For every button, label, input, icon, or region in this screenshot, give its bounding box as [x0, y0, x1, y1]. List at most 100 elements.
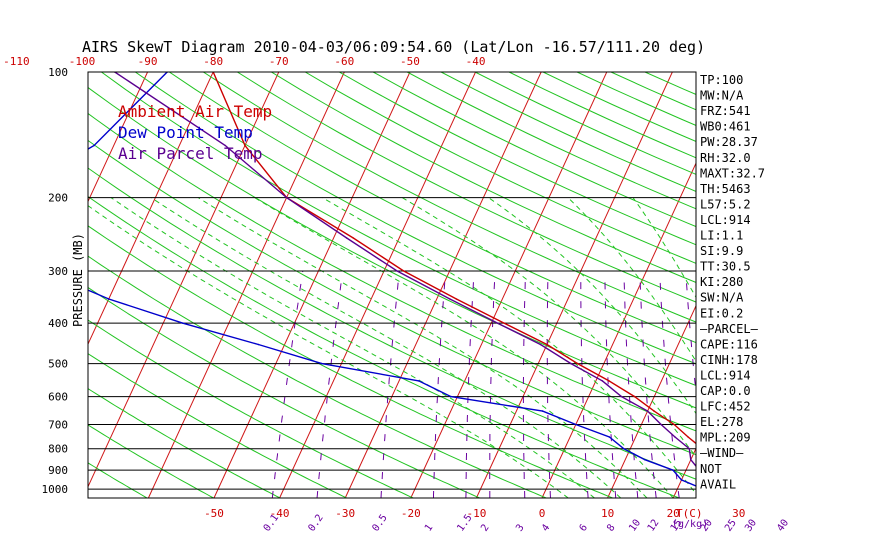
bottom-temp-tick-label: 0: [539, 507, 546, 520]
mixing-ratio-unit: (g/kg): [672, 519, 708, 530]
series-point: [570, 362, 572, 365]
dry-adiabat-line: [88, 462, 148, 498]
series-point: [673, 423, 675, 426]
stat-entry: PW:28.37: [700, 135, 758, 149]
isotherm-line: [279, 72, 477, 498]
bottom-temp-tick-label: -20: [401, 507, 421, 520]
pressure-tick-label: 200: [48, 192, 68, 205]
series-point: [688, 447, 691, 450]
dry-adiabat-line: [406, 72, 696, 210]
series-point: [224, 144, 227, 147]
top-temp-tick-label: -80: [203, 55, 223, 68]
series-point: [541, 410, 544, 412]
stat-entry: LCL:914: [700, 213, 751, 227]
series-point: [418, 380, 420, 382]
moist-adiabat-line: [197, 197, 648, 498]
stat-entry: AVAIL: [700, 477, 736, 491]
dry-adiabat-line: [169, 72, 696, 344]
dry-adiabat-line: [338, 72, 696, 246]
dry-adiabat-line: [304, 72, 696, 264]
stat-entry: TT:30.5: [700, 260, 751, 274]
series-point: [633, 395, 636, 398]
dry-adiabat-line: [88, 353, 347, 498]
bottom-temp-tick-label: -30: [335, 507, 355, 520]
pressure-tick-label: 900: [48, 464, 68, 477]
y-axis-label: PRESSURE (MB): [71, 233, 85, 327]
series-point: [497, 322, 499, 325]
series-point: [503, 322, 506, 325]
isotherm-line: [475, 72, 673, 498]
stat-entry: TH:5463: [700, 182, 751, 196]
series-point: [653, 410, 655, 412]
bottom-temp-tick-label: 20: [667, 507, 680, 520]
mixing-ratio-line: [623, 270, 639, 498]
bottom-temp-tick-label: 30: [732, 507, 745, 520]
dry-adiabat-line: [203, 72, 696, 323]
series-point: [42, 270, 44, 272]
series-point: [449, 298, 451, 300]
series-point: [402, 270, 405, 272]
stat-entry: NOT: [700, 462, 722, 476]
stat-entry: LI:1.1: [700, 229, 743, 243]
mixing-ratio-label: 6: [578, 522, 590, 533]
mixing-ratio-line: [580, 271, 589, 498]
series-line-ambient-air-temp: [212, 72, 696, 445]
stat-entry: LFC:452: [700, 400, 751, 414]
dry-adiabat-line: [0, 72, 81, 498]
pressure-tick-label: 500: [48, 358, 68, 371]
series-point: [345, 237, 348, 239]
isotherm-line: [88, 72, 149, 203]
stat-entry: RH:32.0: [700, 151, 751, 165]
isotherm-line: [88, 72, 214, 346]
stat-entry: MAXT:32.7: [700, 166, 765, 180]
mixing-ratio-label: 2: [479, 522, 491, 533]
series-point: [601, 380, 604, 382]
mixing-ratio-line: [751, 271, 786, 498]
stat-entry: EI:0.2: [700, 306, 743, 320]
dry-adiabat-line: [88, 225, 613, 498]
mixing-ratio-line: [546, 270, 551, 498]
bottom-temp-tick-label: -40: [270, 507, 290, 520]
dry-adiabat-line: [88, 112, 696, 432]
stat-entry: SI:9.9: [700, 244, 743, 258]
dry-adiabat-line: [88, 86, 696, 409]
stat-entry: CAP:0.0: [700, 384, 751, 398]
series-point: [690, 458, 692, 461]
stat-entry: MW:N/A: [700, 89, 744, 103]
mixing-ratio-line: [522, 270, 527, 498]
series-point: [575, 423, 577, 426]
isotherm-line: [88, 72, 280, 488]
stat-entry: CINH:178: [700, 353, 758, 367]
top-temp-tick-label: -70: [269, 55, 289, 68]
dry-adiabat-line: [88, 195, 680, 498]
pressure-tick-label: 800: [48, 443, 68, 456]
stat-entry: —PARCEL—: [700, 322, 759, 336]
moist-adiabat-line: [322, 197, 696, 495]
pressure-tick-label: 300: [48, 265, 68, 278]
series-point: [608, 380, 610, 382]
mixing-ratio-line: [316, 270, 344, 498]
series-point: [576, 362, 579, 365]
isotherm-line: [213, 72, 411, 498]
mixing-ratio-line: [604, 270, 617, 498]
isotherm-line: [0, 72, 16, 498]
stat-entry: FRZ:541: [700, 104, 751, 118]
series-point: [108, 298, 110, 300]
mixing-ratio-label: 12: [646, 518, 662, 534]
legend-entry: Dew Point Temp: [118, 123, 253, 142]
series-point: [608, 436, 611, 438]
series-point: [244, 144, 246, 147]
mixing-ratio-label: 40: [775, 518, 791, 534]
series-point: [450, 395, 452, 398]
isotherm-line: [804, 72, 870, 498]
mixing-ratio-label: 0.5: [370, 513, 389, 534]
series-point: [687, 436, 689, 438]
mixing-ratio-label: 8: [605, 522, 617, 533]
mixing-ratio-line: [433, 270, 447, 498]
legend-entry: Air Parcel Temp: [118, 144, 263, 163]
dry-adiabat-line: [88, 424, 214, 498]
legend-entry: Ambient Air Temp: [118, 102, 272, 121]
dry-adiabat-line: [271, 72, 696, 283]
series-point: [285, 196, 288, 199]
